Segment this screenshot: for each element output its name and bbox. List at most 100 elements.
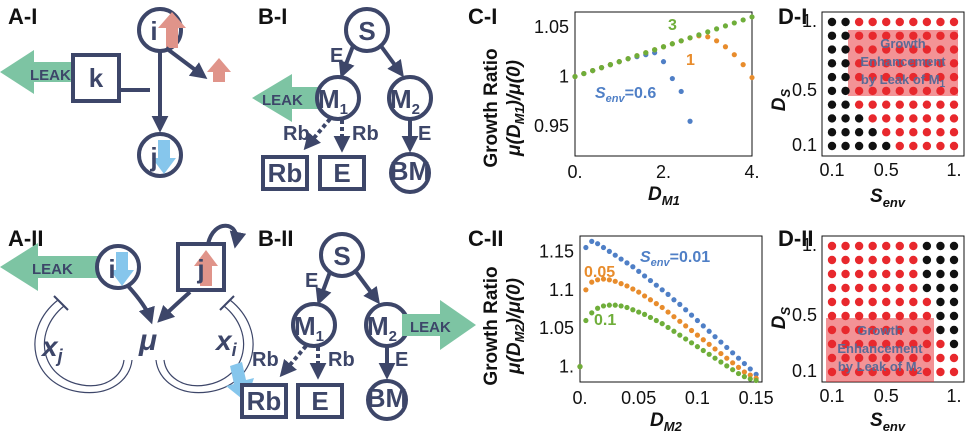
node-bm-label: BM xyxy=(390,156,430,186)
d1-dot-4-7 xyxy=(922,72,932,82)
c2-point-s1-18 xyxy=(683,323,689,329)
node-m2 xyxy=(387,75,433,121)
d1-dot-8-4 xyxy=(882,128,891,137)
c2-point-s1-20 xyxy=(694,332,701,338)
d1-dot-7-5 xyxy=(895,114,904,123)
d1-dot-6-6 xyxy=(909,100,918,109)
d2-dot-6-5 xyxy=(895,325,904,335)
box-e xyxy=(296,383,344,419)
c2-point-s1-16 xyxy=(671,314,677,320)
d2-dot-2-6 xyxy=(909,269,918,279)
d2-dot-6-1 xyxy=(841,325,850,335)
edge-s-m1 xyxy=(315,271,332,306)
d1-dot-7-1 xyxy=(841,114,850,123)
c2-point-s2-5 xyxy=(606,302,612,308)
d2-dot-6-9 xyxy=(949,325,959,335)
d1-dot-7-6 xyxy=(909,114,918,123)
d2-ytick-1: 0.5 xyxy=(792,305,817,325)
d1-dot-3-4 xyxy=(882,59,891,68)
c2-point-s1-10 xyxy=(636,289,642,295)
box-e-label: E xyxy=(311,386,328,416)
c2-point-s0-11 xyxy=(641,273,648,279)
node-s xyxy=(344,7,390,53)
c2-point-s0-2 xyxy=(589,238,595,244)
c1-point-s2-5 xyxy=(616,59,622,65)
edge-s-m1 xyxy=(338,45,355,79)
c2-point-s1-12 xyxy=(647,297,654,303)
d1-note-line3: by Leak of M1 xyxy=(861,72,946,90)
c1-points xyxy=(572,14,755,124)
up-arrow-icon xyxy=(158,12,186,48)
c2-point-s1-11 xyxy=(641,293,648,299)
edge-label-e-right: E xyxy=(418,123,431,145)
c1-point-s2-10 xyxy=(660,44,667,50)
d1-dot-5-5 xyxy=(895,86,904,96)
d1-dot-7-4 xyxy=(882,114,891,123)
c2-xtick-0: 0. xyxy=(572,388,587,408)
c2-point-s2-18 xyxy=(683,336,689,342)
c2-point-s0-29 xyxy=(747,366,753,372)
c2-xtick-1: 0.05 xyxy=(621,388,656,408)
c1-point-s1-20 xyxy=(749,74,755,81)
d2-dot-4-3 xyxy=(868,297,877,307)
d1-dot-0-3 xyxy=(868,17,877,27)
d2-dot-3-4 xyxy=(882,283,891,293)
c2-point-s0-23 xyxy=(712,334,718,340)
d2-dot-9-3 xyxy=(868,367,877,377)
c2-xtick-3: 0.15 xyxy=(739,388,774,408)
d2-dot-3-5 xyxy=(895,283,904,293)
c1-point-s2-0 xyxy=(572,73,578,80)
d1-dot-6-1 xyxy=(841,100,850,109)
d2-dot-3-3 xyxy=(868,283,877,293)
node-i-label: i xyxy=(108,254,115,284)
d2-xtick-0: 0.1 xyxy=(819,386,844,406)
d1-dot-5-7 xyxy=(922,86,932,96)
c2-point-s1-28 xyxy=(741,369,747,375)
d1-xtick-1: 0.5 xyxy=(874,160,899,180)
c2-point-s0-10 xyxy=(636,268,642,274)
c2-point-s0-20 xyxy=(694,317,701,324)
d2-dot-9-0 xyxy=(827,367,837,377)
c1-point-s2-16 xyxy=(714,26,720,32)
d2-note-line1: Growth xyxy=(857,323,903,338)
edge-m1-rb xyxy=(303,117,332,151)
panel-c2: C-II Growth Ratio μ(DM2)/μ(0) 0. 0.05 0.1 0… xyxy=(468,226,774,434)
box-e-label: E xyxy=(333,158,350,188)
d2-dot-6-4 xyxy=(882,325,891,335)
c1-point-s2-6 xyxy=(625,56,631,62)
c1-point-s2-2 xyxy=(590,67,596,74)
c2-point-s0-9 xyxy=(630,264,636,270)
label-xj: xj xyxy=(40,331,64,366)
d2-dot-7-3 xyxy=(868,339,877,349)
c2-point-s2-10 xyxy=(636,309,642,315)
inhibition-arc-right-outer xyxy=(155,299,254,394)
leak-arrow-icon xyxy=(402,300,476,350)
d1-dot-0-7 xyxy=(922,17,932,27)
d2-dot-8-4 xyxy=(882,353,891,363)
c2-point-s2-30 xyxy=(753,377,759,384)
self-loop-j xyxy=(206,223,247,249)
c2-point-s2-24 xyxy=(718,359,724,365)
d1-dot-2-5 xyxy=(895,45,904,54)
c2-point-s2-22 xyxy=(706,351,712,357)
c2-point-s0-3 xyxy=(595,241,601,247)
d1-dot-9-5 xyxy=(895,141,904,151)
label-xi: xi xyxy=(214,325,238,360)
d1-dot-3-2 xyxy=(854,59,864,68)
d2-ytick-2: 0.1 xyxy=(792,361,817,381)
d1-dot-1-4 xyxy=(882,31,891,40)
d2-dot-7-4 xyxy=(882,339,891,349)
node-bm xyxy=(366,379,408,421)
d2-dot-7-8 xyxy=(936,339,945,349)
edge-label-rb-right: Rb xyxy=(328,349,355,371)
c1-point-s2-19 xyxy=(740,17,746,23)
c1-point-s1-19 xyxy=(740,62,746,68)
c2-frame xyxy=(579,235,763,383)
d1-dot-4-6 xyxy=(909,72,918,82)
c2-point-s0-22 xyxy=(706,328,712,334)
c2-point-s0-18 xyxy=(683,307,689,313)
c2-point-s0-17 xyxy=(677,301,683,307)
d1-dot-4-9 xyxy=(949,72,959,82)
c1-ylabel2: μ(DM1)/μ(0) xyxy=(504,60,527,157)
c1-point-s0-10 xyxy=(660,59,667,65)
